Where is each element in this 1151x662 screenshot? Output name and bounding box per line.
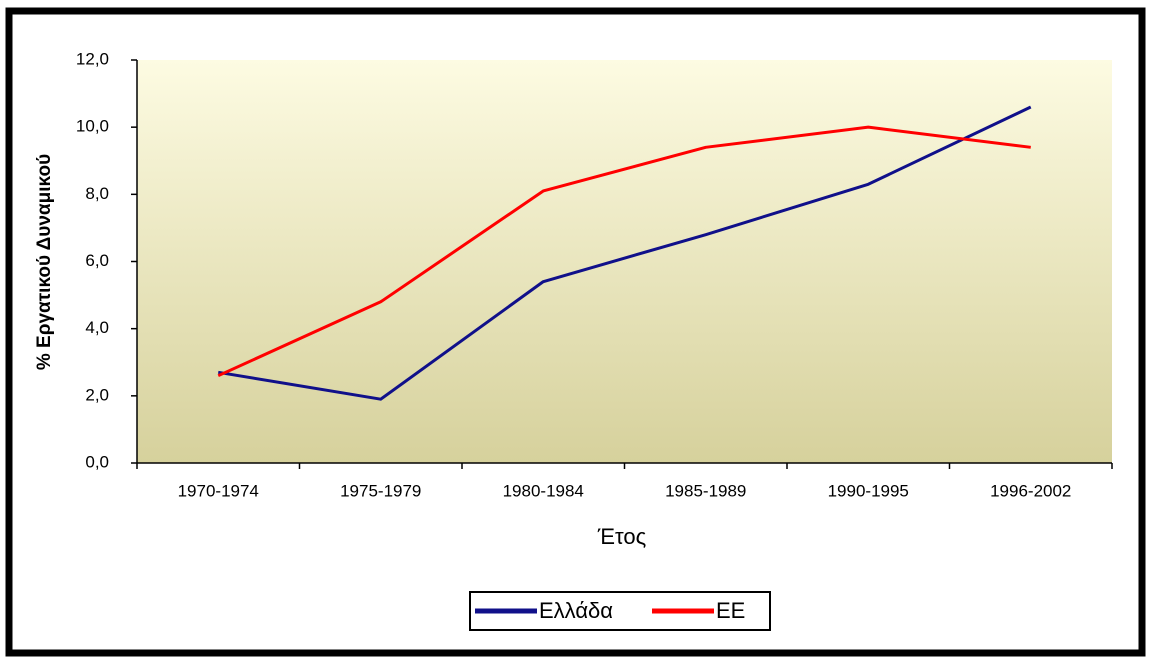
y-tick-label: 8,0: [85, 184, 109, 203]
y-tick-label: 2,0: [85, 385, 109, 404]
y-axis-title: % Εργατικού Δυναμικού: [34, 154, 55, 370]
y-tick-label: 4,0: [85, 318, 109, 337]
x-tick-label: 1970-1974: [178, 481, 259, 500]
legend-label: Ελλάδα: [539, 598, 613, 623]
x-tick-label: 1996-2002: [990, 481, 1071, 500]
y-tick-label: 12,0: [76, 49, 109, 68]
plot-area: [137, 60, 1112, 463]
series-line: [217, 125, 1031, 378]
y-tick-label: 10,0: [76, 117, 109, 136]
x-tick-label: 1985-1989: [665, 481, 746, 500]
x-tick-label: 1980-1984: [503, 481, 584, 500]
x-axis-title: Έτος: [597, 524, 646, 549]
x-tick-label: 1975-1979: [340, 481, 421, 500]
y-tick-label: 6,0: [85, 251, 109, 270]
x-tick-label: 1990-1995: [828, 481, 909, 500]
series-line: [218, 105, 1032, 401]
y-tick-label: 0,0: [85, 452, 109, 471]
legend-label: ΕΕ: [716, 598, 745, 623]
